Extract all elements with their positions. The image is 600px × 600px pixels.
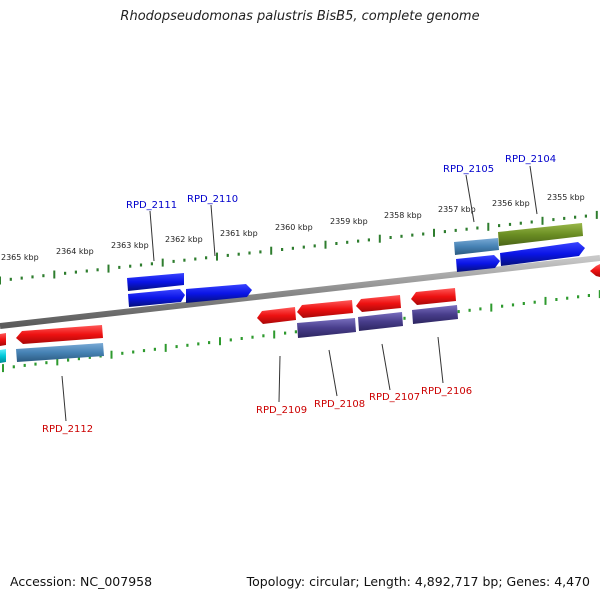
label-RPD_2111[interactable]: RPD_2111 [126, 200, 177, 211]
gene-RPD_2108[interactable] [297, 300, 353, 318]
page-title: Rhodopseudomonas palustris BisB5, comple… [120, 9, 480, 24]
genome-backbone [0, 255, 600, 329]
kbp-label: 2357 kbp [438, 205, 476, 214]
label-RPD_2107[interactable]: RPD_2107 [369, 392, 420, 403]
gene-labels: RPD_2111 RPD_2110 RPD_2105 RPD_2104 RPD_… [42, 154, 556, 435]
reverse-strand [0, 264, 600, 363]
label-RPD_2105[interactable]: RPD_2105 [443, 164, 494, 175]
cds-RPD_2105[interactable] [456, 255, 500, 272]
cds-RPD_2107[interactable] [358, 312, 403, 331]
cds-RPD_2104[interactable] [500, 242, 585, 266]
cds-RPD_2112[interactable] [16, 343, 104, 362]
kbp-scale-labels: 2365 kbp 2364 kbp 2363 kbp 2362 kbp 2361 kbp… [1, 193, 585, 262]
kbp-label: 2363 kbp [111, 241, 149, 250]
kbp-label: 2356 kbp [492, 199, 530, 208]
kbp-label: 2358 kbp [384, 211, 422, 220]
cds-RPD_2106[interactable] [412, 305, 458, 324]
upper-tick-track [0, 210, 598, 285]
kbp-label: 2365 kbp [1, 253, 39, 262]
label-RPD_2106[interactable]: RPD_2106 [421, 386, 472, 397]
label-RPD_2108[interactable]: RPD_2108 [314, 399, 365, 410]
cds-RPD_2110[interactable] [186, 284, 252, 303]
kbp-label: 2362 kbp [165, 235, 203, 244]
kbp-label: 2355 kbp [547, 193, 585, 202]
label-RPD_2109[interactable]: RPD_2109 [256, 405, 307, 416]
kbp-label: 2364 kbp [56, 247, 94, 256]
gene-RPD_2105[interactable] [454, 238, 499, 255]
genome-summary-text: Topology: circular; Length: 4,892,717 bp… [246, 574, 590, 589]
gene-RPD_2106[interactable] [411, 288, 456, 305]
gene-RPD_2111[interactable] [127, 273, 184, 291]
label-RPD_2110[interactable]: RPD_2110 [187, 194, 238, 205]
kbp-label: 2361 kbp [220, 229, 258, 238]
cds-RPD_2112-left[interactable] [0, 349, 6, 363]
label-RPD_2112[interactable]: RPD_2112 [42, 424, 93, 435]
gene-RPD_2104[interactable] [498, 223, 583, 246]
gene-RPD_2107[interactable] [356, 295, 401, 312]
accession-text: Accession: NC_007958 [10, 574, 153, 589]
kbp-label: 2359 kbp [330, 217, 368, 226]
gene-partial-right[interactable] [590, 264, 600, 277]
cds-RPD_2111[interactable] [128, 289, 185, 307]
gene-RPD_2112-main[interactable] [16, 325, 103, 344]
cds-RPD_2108[interactable] [297, 318, 356, 338]
gene-RPD_2112[interactable] [0, 333, 6, 346]
gene-RPD_2109[interactable] [257, 307, 296, 324]
label-leaders [61, 165, 538, 422]
label-RPD_2104[interactable]: RPD_2104 [505, 154, 556, 165]
kbp-label: 2360 kbp [275, 223, 313, 232]
forward-strand [127, 223, 585, 307]
